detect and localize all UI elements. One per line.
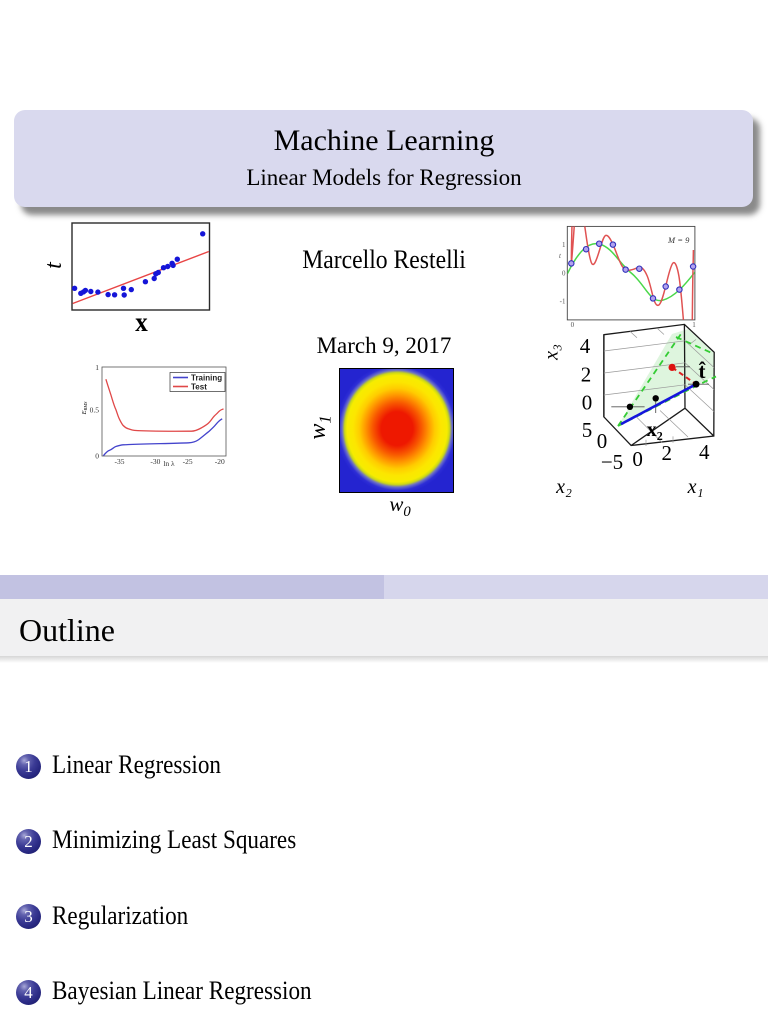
svg-text:4: 4 — [580, 334, 591, 358]
svg-text:x₃: x₃ — [541, 344, 563, 361]
svg-text:0: 0 — [571, 321, 575, 329]
svg-text:1: 1 — [692, 321, 696, 329]
svg-text:0: 0 — [582, 391, 593, 415]
svg-text:-35: -35 — [115, 457, 125, 466]
svg-text:-25: -25 — [183, 457, 193, 466]
svg-text:t: t — [41, 261, 67, 269]
svg-text:ln λ: ln λ — [163, 459, 175, 468]
svg-text:-30: -30 — [150, 457, 160, 466]
svg-text:0.5: 0.5 — [90, 406, 100, 415]
svg-text:-20: -20 — [215, 457, 225, 466]
svg-text:x: x — [135, 307, 148, 337]
svg-text:1: 1 — [95, 363, 99, 372]
svg-text:x₁: x₁ — [687, 476, 704, 498]
svg-text:5: 5 — [582, 418, 593, 442]
svg-text:−5: −5 — [601, 450, 623, 474]
svg-text:t: t — [559, 252, 562, 260]
svg-text:2: 2 — [581, 363, 592, 387]
svg-text:1: 1 — [562, 241, 566, 249]
svg-text:-1: -1 — [560, 298, 566, 306]
svg-text:Test: Test — [191, 383, 207, 392]
svg-text:x₂: x₂ — [555, 476, 572, 498]
svg-text:x₂: x₂ — [647, 419, 663, 441]
svg-text:0: 0 — [562, 269, 566, 277]
svg-text:Training: Training — [191, 374, 222, 383]
svg-text:2: 2 — [662, 441, 673, 465]
svg-text:M = 9: M = 9 — [667, 235, 690, 245]
svg-text:0: 0 — [632, 447, 643, 471]
svg-text:0: 0 — [597, 429, 608, 453]
svg-text:ERMS: ERMS — [81, 401, 88, 415]
svg-text:4: 4 — [699, 440, 710, 464]
svg-text:0: 0 — [95, 452, 99, 461]
svg-text:t̂: t̂ — [698, 359, 706, 383]
